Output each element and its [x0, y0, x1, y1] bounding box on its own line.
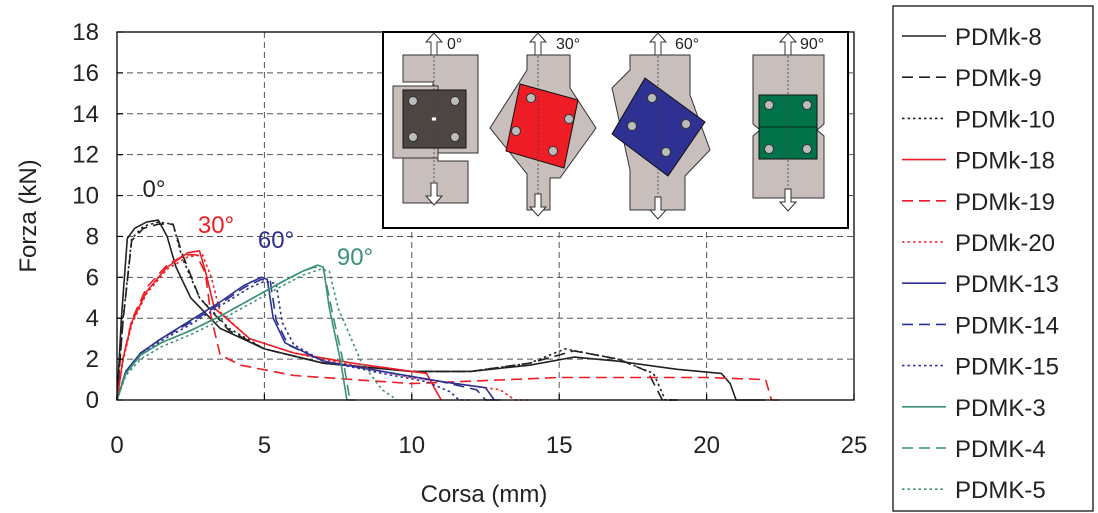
- inset-label-0deg: 0°: [447, 36, 462, 53]
- legend-label: PDMK-14: [955, 312, 1059, 339]
- x-tick-label: 20: [693, 432, 720, 459]
- annotation-0deg: 0°: [143, 176, 166, 203]
- x-tick-label: 0: [110, 432, 123, 459]
- x-tick-label: 15: [546, 432, 573, 459]
- series-line-pdmk-4: [116, 266, 356, 401]
- specimen-90deg: 90°: [752, 32, 825, 212]
- legend-label: PDMK-13: [955, 271, 1059, 298]
- annotation-60deg: 60°: [258, 227, 294, 254]
- series-layer: [116, 219, 781, 401]
- y-tick-label: 14: [72, 101, 99, 128]
- legend-label: PDMK-4: [955, 436, 1046, 463]
- legend-label: PDMk-18: [955, 148, 1055, 175]
- y-tick-label: 12: [72, 142, 99, 169]
- y-tick-label: 4: [86, 305, 99, 332]
- series-line-pdmk-14: [116, 278, 501, 401]
- inset-label-30deg: 30°: [556, 36, 580, 53]
- legend-label: PDMK-3: [955, 395, 1046, 422]
- specimen-60deg: 60°: [611, 32, 711, 220]
- legend: PDMk-8 PDMk-9 PDMk-10 PDMk-18 PDMk-19 PDMk-20…: [902, 24, 1059, 504]
- legend-label: PDMk-20: [955, 230, 1055, 257]
- legend-label: PDMK-15: [955, 354, 1059, 381]
- y-tick-label: 2: [86, 346, 99, 373]
- y-tick-label: 16: [72, 60, 99, 87]
- legend-label: PDMk-10: [955, 106, 1055, 133]
- legend-label: PDMK-5: [955, 477, 1046, 504]
- specimen-30deg: 30°: [489, 32, 597, 217]
- y-tick-label: 0: [86, 387, 99, 414]
- legend-label: PDMk-9: [955, 65, 1042, 92]
- legend-label: PDMk-8: [955, 24, 1042, 51]
- axis-ticks: 0 5 10 15 20 25 0 2 4 6 8 10 12 14 16 18: [72, 19, 867, 459]
- inset-label-90deg: 90°: [800, 36, 824, 53]
- inset-label-60deg: 60°: [675, 36, 699, 53]
- x-tick-label: 10: [398, 432, 425, 459]
- y-tick-label: 6: [86, 264, 99, 291]
- joint-plate-60deg: [611, 77, 706, 177]
- series-line-pdmk-9: [116, 223, 678, 401]
- joint-plate-30deg: [505, 83, 579, 169]
- annotation-90deg: 90°: [337, 244, 373, 271]
- specimen-0deg: 0°: [392, 32, 479, 206]
- annotation-30deg: 30°: [198, 212, 234, 239]
- y-tick-label: 10: [72, 183, 99, 210]
- series-line-pdmk-5: [116, 268, 398, 401]
- legend-frame: [892, 5, 1094, 512]
- x-tick-label: 5: [258, 432, 271, 459]
- inset-diagram: 0° 30° 60°: [382, 31, 849, 229]
- series-line-pdmk-15: [116, 280, 471, 401]
- y-tick-label: 8: [86, 223, 99, 250]
- series-line-pdmk-19: [116, 254, 781, 401]
- y-tick-label: 18: [72, 19, 99, 46]
- y-axis-label: Forza (kN): [15, 159, 42, 272]
- series-line-pdmk-18: [116, 250, 442, 401]
- x-tick-label: 25: [841, 432, 868, 459]
- legend-label: PDMk-19: [955, 189, 1055, 216]
- x-axis-label: Corsa (mm): [421, 481, 548, 508]
